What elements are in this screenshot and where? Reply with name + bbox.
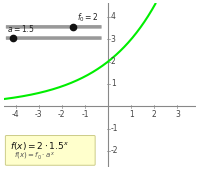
Text: -1: -1	[81, 110, 89, 119]
Text: -4: -4	[12, 110, 19, 119]
Text: 1: 1	[111, 79, 116, 88]
Text: $a = 1.5$: $a = 1.5$	[7, 23, 35, 34]
Text: 3: 3	[175, 110, 180, 119]
Text: $f(x) = f_0 \cdot a^x$: $f(x) = f_0 \cdot a^x$	[14, 151, 55, 162]
Text: 3: 3	[111, 35, 116, 44]
Text: -3: -3	[35, 110, 43, 119]
Text: 2: 2	[152, 110, 157, 119]
FancyBboxPatch shape	[6, 36, 102, 40]
Text: $f(x) = 2 \cdot 1.5^x$: $f(x) = 2 \cdot 1.5^x$	[10, 140, 69, 152]
Text: 2: 2	[111, 57, 116, 66]
Text: -2: -2	[111, 146, 118, 155]
FancyBboxPatch shape	[5, 135, 95, 165]
FancyBboxPatch shape	[6, 25, 102, 29]
Text: 4: 4	[111, 12, 116, 21]
Text: -1: -1	[111, 124, 118, 133]
Text: 1: 1	[129, 110, 134, 119]
Text: $f_0 = 2$: $f_0 = 2$	[77, 12, 99, 24]
Text: -2: -2	[58, 110, 66, 119]
